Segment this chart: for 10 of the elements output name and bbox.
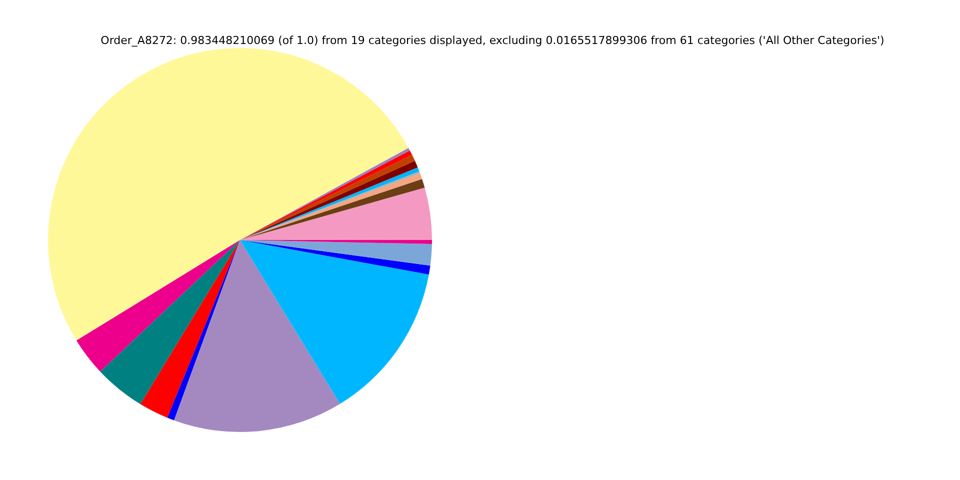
pie-slice (48, 48, 408, 341)
pie-slice (240, 240, 430, 275)
pie-slice (240, 240, 432, 266)
pie-slice (240, 188, 432, 240)
pie-slice (76, 240, 240, 372)
pie-slice (167, 240, 240, 420)
pie-slice (140, 240, 240, 418)
pie-slice (174, 240, 340, 432)
pie-slice (100, 240, 240, 404)
text: Order_A8272: 0.983448210069 (of 1.0) from 19 categories displayed, excluding 0.0165517899306 from 61 categories ('All Other Categories') (100, 34, 884, 47)
